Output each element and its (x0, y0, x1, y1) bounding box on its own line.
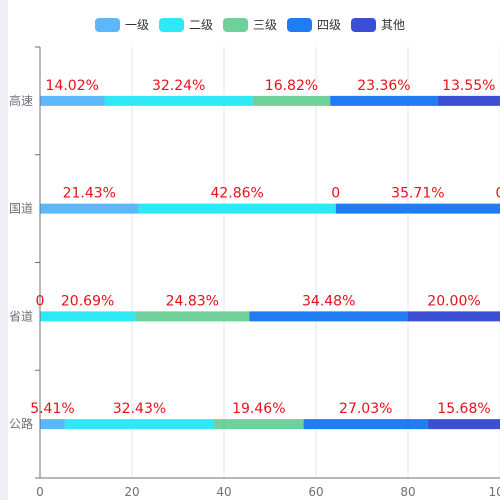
bar-segment (303, 419, 428, 430)
x-tick-label: 80 (400, 485, 415, 499)
data-label: 27.03% (339, 401, 392, 417)
data-label: 23.36% (357, 78, 410, 94)
bar-segment (437, 95, 500, 106)
x-tick-label: 20 (124, 485, 139, 499)
y-category-label: 省道 (9, 309, 33, 323)
data-label: 24.83% (166, 293, 219, 309)
bar-segment (249, 311, 408, 322)
data-label: 13.55% (442, 78, 495, 94)
data-label: 35.71% (391, 186, 444, 202)
data-label: 21.43% (63, 186, 116, 202)
x-tick-label: 0 (36, 485, 44, 499)
x-tick-label: 60 (308, 485, 323, 499)
bar-segment (104, 95, 253, 106)
legend-label: 四级 (317, 18, 341, 32)
data-label-layer: 14.02% 32.24% 16.82% 23.36% 13.55% 21.43% 42.8… (30, 78, 500, 417)
bar-segment (64, 419, 215, 430)
bar-segment (40, 95, 105, 106)
legend-swatch (287, 18, 312, 32)
bar-segment (335, 203, 500, 214)
bar-segment (408, 311, 500, 322)
data-label: 32.43% (113, 401, 166, 417)
bar-segment (135, 311, 250, 322)
data-label: 20.00% (427, 293, 480, 309)
legend-swatch (159, 18, 184, 32)
data-label: 0 (496, 186, 500, 202)
bar-segment (40, 419, 65, 430)
bar-segment (252, 95, 331, 106)
legend-label: 三级 (253, 18, 277, 32)
legend-label: 其他 (381, 18, 405, 32)
bar-layer (40, 95, 500, 430)
grid-layer (131, 47, 500, 478)
data-label: 15.68% (437, 401, 490, 417)
legend-swatch (223, 18, 248, 32)
bar-segment (427, 419, 500, 430)
bar-segment (214, 419, 304, 430)
legend: 一级 二级 三级 四级 其他 (95, 18, 405, 32)
data-label: 0 (331, 186, 340, 202)
data-label: 42.86% (210, 186, 263, 202)
data-label: 34.48% (302, 293, 355, 309)
legend-label: 一级 (125, 18, 149, 32)
x-tick-label: 40 (216, 485, 231, 499)
bar-segment (138, 203, 336, 214)
data-label: 14.02% (46, 78, 99, 94)
y-category-label: 公路 (9, 416, 33, 431)
legend-swatch (351, 18, 376, 32)
legend-swatch (95, 18, 120, 32)
data-label: 16.82% (265, 78, 318, 94)
left-edge-strip (0, 0, 8, 500)
y-category-label: 高速 (9, 93, 33, 108)
bar-segment (330, 95, 438, 106)
data-label: 5.41% (30, 401, 74, 417)
x-tick-label: 100 (489, 485, 500, 499)
data-label: 19.46% (232, 401, 285, 417)
data-label: 32.24% (152, 78, 205, 94)
bar-segment (40, 311, 136, 322)
bar-segment (40, 203, 139, 214)
data-label: 20.69% (61, 293, 114, 309)
legend-label: 二级 (189, 18, 213, 32)
data-label: 0 (36, 293, 45, 309)
y-category-label: 国道 (9, 202, 33, 216)
